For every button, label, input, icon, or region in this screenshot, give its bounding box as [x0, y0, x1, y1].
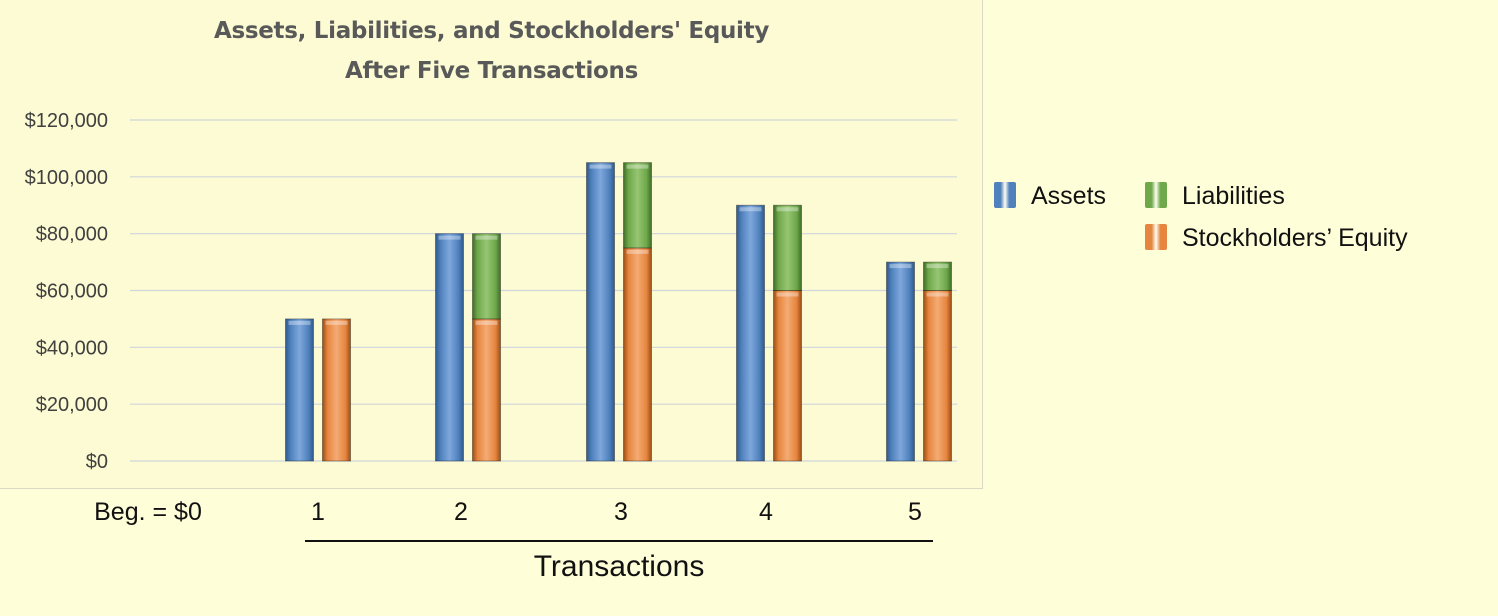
y-tick-label: $60,000 [36, 281, 108, 303]
chart-subtitle: After Five Transactions [344, 58, 639, 84]
bar-liabilities [623, 162, 652, 249]
bar-stockholders-equity-highlight [325, 320, 348, 325]
bar-assets-highlight [589, 164, 612, 169]
bar-chart: $0 $20,000 $40,000 $60,000 $80,000 $100,000 $1… [25, 110, 957, 473]
legend-swatch-equity [1145, 224, 1167, 250]
bar-liabilities-highlight [776, 207, 799, 212]
bar-assets [736, 204, 765, 462]
bar-stockholders-equity-highlight [475, 320, 498, 325]
y-tick-label: $120,000 [25, 110, 108, 132]
legend-label-assets: Assets [1031, 182, 1107, 210]
x-axis-title: Transactions [533, 550, 705, 583]
y-tick-label: $20,000 [36, 394, 108, 416]
y-tick-label: $100,000 [25, 167, 108, 189]
y-tick-label: $80,000 [36, 224, 108, 246]
bar-assets [285, 318, 314, 462]
legend-label-equity: Stockholders’ Equity [1182, 224, 1408, 252]
bar-assets [886, 261, 915, 462]
bar-assets-highlight [288, 320, 311, 325]
bar-assets-highlight [739, 207, 762, 212]
bar-liabilities-highlight [475, 235, 498, 240]
legend-swatch-assets [994, 182, 1016, 208]
bar-stockholders-equity-highlight [626, 249, 649, 254]
legend-label-liabilities: Liabilities [1182, 182, 1285, 210]
x-tick-label: 3 [614, 498, 628, 526]
bar-stockholders-equity [923, 290, 952, 462]
bar-stockholders-equity-highlight [926, 292, 949, 297]
bar-assets [586, 162, 615, 462]
bar-assets-highlight [889, 264, 912, 269]
bar-stockholders-equity [773, 290, 802, 462]
bar-assets-highlight [438, 235, 461, 240]
bar-stockholders-equity [322, 318, 351, 462]
bar-assets [435, 233, 464, 462]
bar-liabilities-highlight [626, 164, 649, 169]
chart-title: Assets, Liabilities, and Stockholders' E… [213, 18, 770, 44]
y-tick-label: $40,000 [36, 337, 108, 359]
x-tick-label: 1 [311, 498, 325, 526]
x-tick-label: Beg. = $0 [94, 498, 202, 526]
x-tick-label: 2 [454, 498, 468, 526]
bar-liabilities [923, 261, 952, 292]
x-axis-title-rule [305, 540, 933, 542]
x-tick-label: 5 [908, 498, 922, 526]
legend-swatch-liabilities [1145, 182, 1167, 208]
bar-liabilities-highlight [926, 264, 949, 269]
y-tick-label: $0 [86, 451, 108, 473]
bar-stockholders-equity [623, 247, 652, 462]
x-tick-label: 4 [759, 498, 773, 526]
bar-liabilities [773, 204, 802, 291]
bar-liabilities [472, 233, 501, 320]
bar-stockholders-equity-highlight [776, 292, 799, 297]
bar-stockholders-equity [472, 318, 501, 462]
